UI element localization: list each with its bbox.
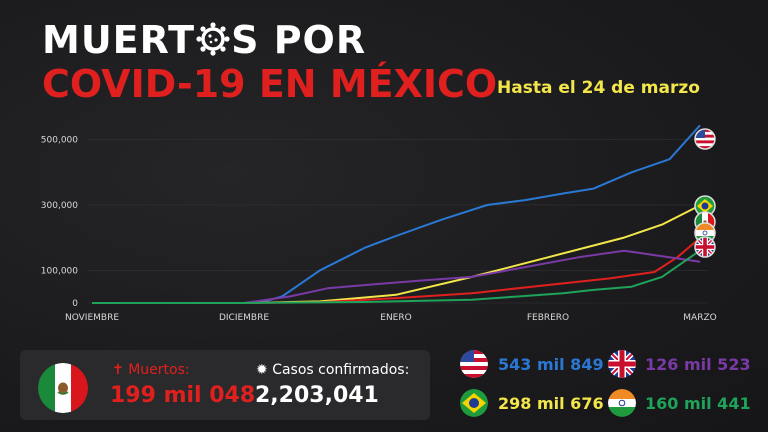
usa-flag-icon [460, 350, 488, 378]
x-tick-label: ENERO [380, 313, 411, 323]
virus-icon [196, 22, 230, 56]
title-line-2: COVID-19 EN MÉXICO [42, 62, 498, 106]
title-line-1: MUERT S POR [42, 18, 366, 62]
cases-label: ✹ Casos confirmados: [256, 362, 409, 378]
deaths-value: 199 mil 048 [110, 383, 256, 408]
flag-uk-marker [694, 236, 716, 258]
cases-label-text: Casos confirmados: [272, 362, 410, 378]
title-text-a: MUERT [42, 18, 196, 62]
series-line-usa [92, 124, 701, 304]
series-line-india [92, 249, 701, 304]
flag-usa-marker [694, 128, 716, 150]
line-chart: 500,000 300,000 100,000 0 NOVIEMBRE DICIEMBR… [41, 124, 717, 323]
x-tick-label: MARZO [683, 313, 716, 323]
y-tick-label: 500,000 [41, 136, 78, 146]
mexico-summary-panel [20, 350, 430, 420]
uk-deaths-value: 126 mil 523 [645, 355, 751, 374]
series-line-uk [92, 249, 701, 304]
y-tick-label: 100,000 [41, 266, 78, 276]
x-tick-label: FEBRERO [527, 313, 569, 323]
cross-icon: ✝ [112, 362, 129, 378]
virus-small-icon: ✹ [256, 362, 273, 378]
x-tick-label: DICIEMBRE [219, 313, 269, 323]
x-tick-label: NOVIEMBRE [65, 313, 119, 323]
y-tick-label: 0 [72, 299, 78, 309]
brazil-flag-icon [460, 389, 488, 417]
date-subtitle: Hasta el 24 de marzo [497, 78, 700, 98]
series-lines [92, 124, 701, 304]
deaths-label: ✝ Muertos: [112, 362, 190, 378]
x-axis-labels: NOVIEMBRE DICIEMBRE ENERO FEBRERO MARZO [65, 313, 717, 323]
y-tick-label: 300,000 [41, 201, 78, 211]
mexico-flag-icon [38, 363, 88, 413]
deaths-label-text: Muertos: [128, 362, 190, 378]
title-text-b: S POR [231, 18, 367, 62]
uk-flag-icon [608, 350, 636, 378]
india-flag-icon [608, 389, 636, 417]
y-axis-labels: 500,000 300,000 100,000 0 [41, 136, 78, 309]
brazil-deaths-value: 298 mil 676 [498, 394, 604, 413]
cases-value: 2,203,041 [255, 383, 379, 408]
usa-deaths-value: 543 mil 849 [498, 355, 604, 374]
india-deaths-value: 160 mil 441 [645, 394, 751, 413]
